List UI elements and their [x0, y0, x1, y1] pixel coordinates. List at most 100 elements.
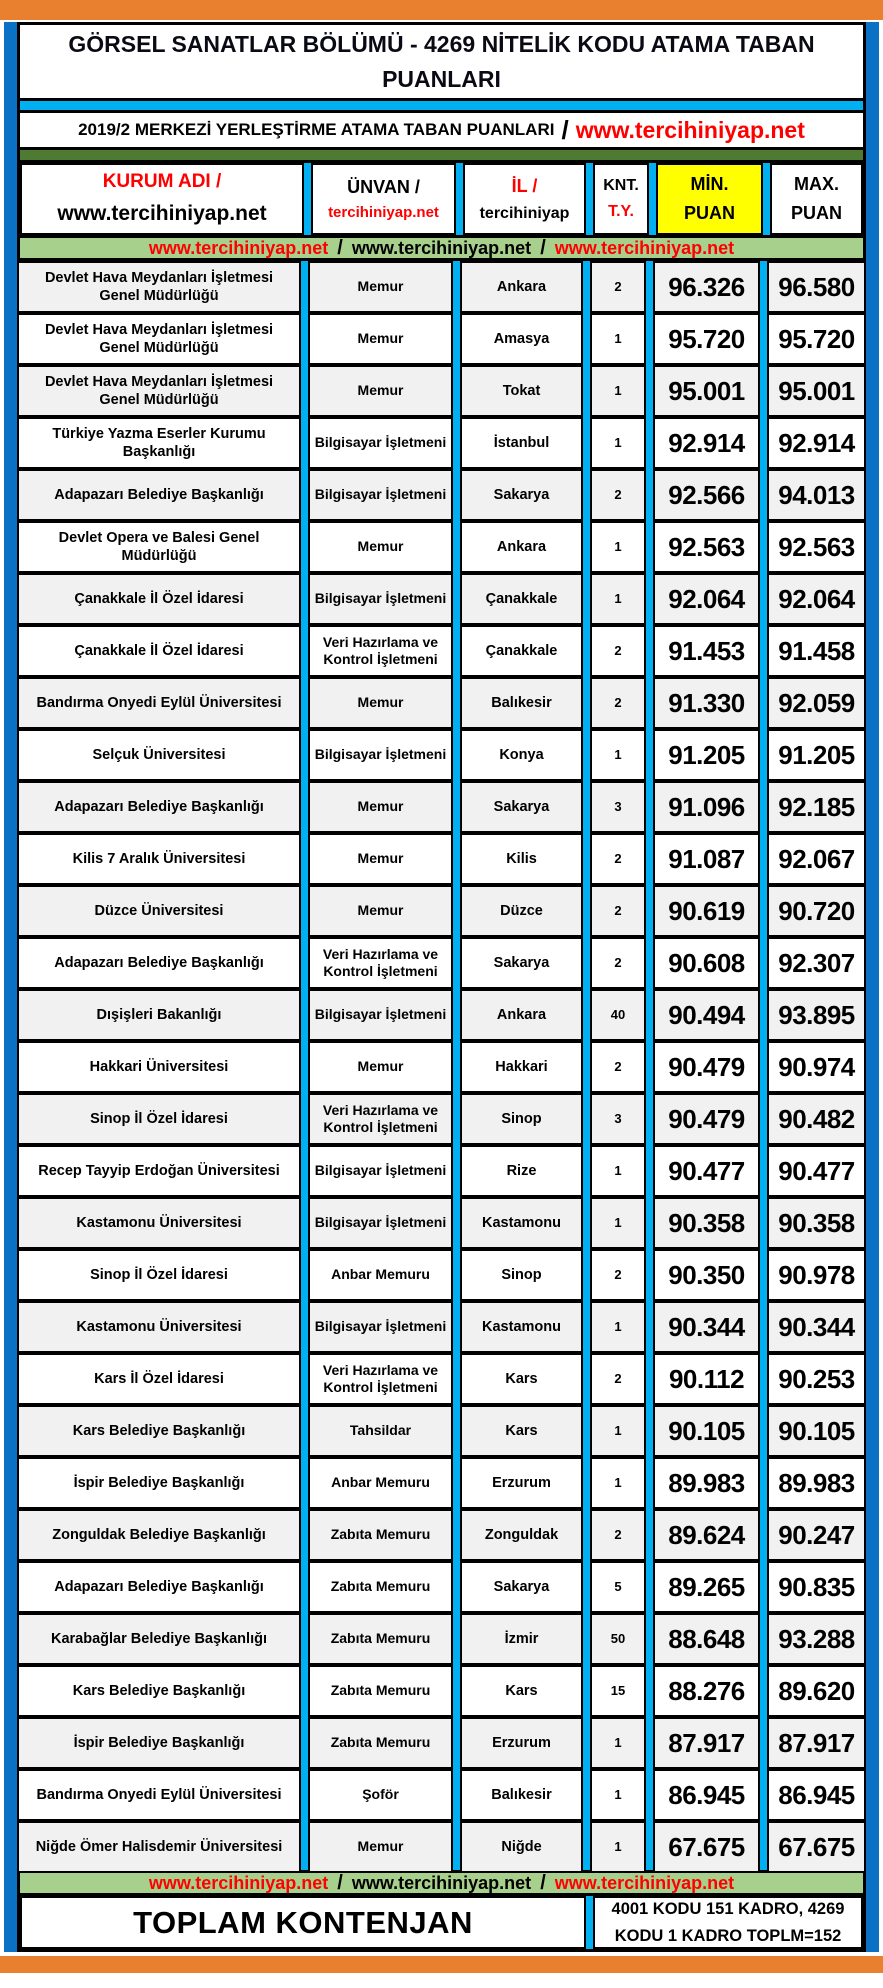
- cell-max-puan: 90.720: [767, 885, 866, 937]
- table-row: Selçuk Üniversitesi Bilgisayar İşletmeni…: [17, 729, 866, 781]
- cell-knt-ty: 1: [590, 729, 646, 781]
- cell-min-puan: 92.064: [653, 573, 760, 625]
- table-row: Devlet Hava Meydanları İşletmesi Genel M…: [17, 261, 866, 313]
- cell-min-puan: 90.350: [653, 1249, 760, 1301]
- cell-unvan: Tahsildar: [308, 1405, 453, 1457]
- cell-kurum-adi: Kars Belediye Başkanlığı: [17, 1405, 301, 1457]
- cell-il: Sakarya: [460, 781, 583, 833]
- cell-kurum-adi: Karabağlar Belediye Başkanlığı: [17, 1613, 301, 1665]
- cell-min-puan: 91.330: [653, 677, 760, 729]
- banner-url-1: www.tercihiniyap.net: [148, 237, 329, 258]
- cell-min-puan: 91.087: [653, 833, 760, 885]
- cell-unvan: Bilgisayar İşletmeni: [308, 1301, 453, 1353]
- cell-knt-ty: 1: [590, 1769, 646, 1821]
- cell-kurum-adi: Sinop İl Özel İdaresi: [17, 1093, 301, 1145]
- cell-unvan: Zabıta Memuru: [308, 1509, 453, 1561]
- cell-kurum-adi: Bandırma Onyedi Eylül Üniversitesi: [17, 1769, 301, 1821]
- header-kurum-line2: www.tercihiniyap.net: [57, 202, 267, 226]
- header-max-puan: MAX. PUAN: [770, 163, 863, 235]
- cell-min-puan: 89.983: [653, 1457, 760, 1509]
- table-row: Çanakkale İl Özel İdaresi Veri Hazırlama…: [17, 625, 866, 677]
- cell-kurum-adi: Devlet Hava Meydanları İşletmesi Genel M…: [17, 313, 301, 365]
- header-knt-ty: KNT. T.Y.: [593, 163, 649, 235]
- header-knt-line2: T.Y.: [608, 203, 634, 220]
- top-orange-bar: [0, 0, 883, 20]
- cell-knt-ty: 1: [590, 365, 646, 417]
- header-knt-line1: KNT.: [603, 177, 639, 195]
- total-label: TOPLAM KONTENJAN: [20, 1896, 586, 1949]
- cell-max-puan: 93.895: [767, 989, 866, 1041]
- table-row: Adapazarı Belediye Başkanlığı Memur Saka…: [17, 781, 866, 833]
- table-row: Devlet Hava Meydanları İşletmesi Genel M…: [17, 365, 866, 417]
- cell-knt-ty: 2: [590, 1041, 646, 1093]
- cell-il: Kars: [460, 1353, 583, 1405]
- table-row: Kars İl Özel İdaresi Veri Hazırlama ve K…: [17, 1353, 866, 1405]
- table-row: Niğde Ömer Halisdemir Üniversitesi Memur…: [17, 1821, 866, 1873]
- cell-min-puan: 90.479: [653, 1093, 760, 1145]
- cell-max-puan: 90.344: [767, 1301, 866, 1353]
- cell-knt-ty: 40: [590, 989, 646, 1041]
- cell-knt-ty: 1: [590, 1405, 646, 1457]
- header-max-line2: PUAN: [790, 203, 842, 223]
- cell-max-puan: 92.185: [767, 781, 866, 833]
- cell-kurum-adi: Adapazarı Belediye Başkanlığı: [17, 1561, 301, 1613]
- banner-separator: /: [540, 236, 546, 259]
- cell-il: Ankara: [460, 261, 583, 313]
- total-row: TOPLAM KONTENJAN 4001 KODU 151 KADRO, 42…: [17, 1893, 866, 1952]
- cell-max-puan: 90.247: [767, 1509, 866, 1561]
- cell-kurum-adi: Recep Tayyip Erdoğan Üniversitesi: [17, 1145, 301, 1197]
- total-value: 4001 KODU 151 KADRO, 4269 KODU 1 KADRO T…: [593, 1896, 863, 1949]
- cell-min-puan: 90.477: [653, 1145, 760, 1197]
- table-row: Sinop İl Özel İdaresi Anbar Memuru Sinop…: [17, 1249, 866, 1301]
- cell-min-puan: 89.265: [653, 1561, 760, 1613]
- cell-unvan: Anbar Memuru: [308, 1457, 453, 1509]
- cell-unvan: Bilgisayar İşletmeni: [308, 1197, 453, 1249]
- cell-il: Kastamonu: [460, 1301, 583, 1353]
- cell-kurum-adi: Devlet Hava Meydanları İşletmesi Genel M…: [17, 261, 301, 313]
- table-row: Dışişleri Bakanlığı Bilgisayar İşletmeni…: [17, 989, 866, 1041]
- cell-kurum-adi: Türkiye Yazma Eserler Kurumu Başkanlığı: [17, 417, 301, 469]
- cell-max-puan: 95.720: [767, 313, 866, 365]
- cell-min-puan: 92.914: [653, 417, 760, 469]
- cell-unvan: Memur: [308, 833, 453, 885]
- cell-min-puan: 95.001: [653, 365, 760, 417]
- cell-max-puan: 93.288: [767, 1613, 866, 1665]
- cell-min-puan: 92.563: [653, 521, 760, 573]
- cell-il: Tokat: [460, 365, 583, 417]
- cell-il: Sakarya: [460, 937, 583, 989]
- cell-kurum-adi: Kastamonu Üniversitesi: [17, 1301, 301, 1353]
- cell-kurum-adi: Kars İl Özel İdaresi: [17, 1353, 301, 1405]
- table-row: Hakkari Üniversitesi Memur Hakkari 2 90.…: [17, 1041, 866, 1093]
- cell-unvan: Veri Hazırlama ve Kontrol İşletmeni: [308, 1093, 453, 1145]
- cell-knt-ty: 2: [590, 1353, 646, 1405]
- cell-il: İstanbul: [460, 417, 583, 469]
- table-row: İspir Belediye Başkanlığı Zabıta Memuru …: [17, 1717, 866, 1769]
- cell-kurum-adi: Kars Belediye Başkanlığı: [17, 1665, 301, 1717]
- cell-max-puan: 67.675: [767, 1821, 866, 1873]
- cell-min-puan: 90.112: [653, 1353, 760, 1405]
- cell-max-puan: 95.001: [767, 365, 866, 417]
- cell-unvan: Memur: [308, 521, 453, 573]
- table-row: Recep Tayyip Erdoğan Üniversitesi Bilgis…: [17, 1145, 866, 1197]
- table-header: KURUM ADI / www.tercihiniyap.net ÜNVAN /…: [17, 160, 866, 238]
- cell-knt-ty: 1: [590, 1301, 646, 1353]
- cell-min-puan: 90.619: [653, 885, 760, 937]
- table-row: Kastamonu Üniversitesi Bilgisayar İşletm…: [17, 1301, 866, 1353]
- cell-kurum-adi: Çanakkale İl Özel İdaresi: [17, 573, 301, 625]
- cell-min-puan: 87.917: [653, 1717, 760, 1769]
- banner-url-3: www.tercihiniyap.net: [554, 237, 735, 258]
- cell-max-puan: 90.835: [767, 1561, 866, 1613]
- cell-il: Ankara: [460, 521, 583, 573]
- table-row: İspir Belediye Başkanlığı Anbar Memuru E…: [17, 1457, 866, 1509]
- cell-knt-ty: 2: [590, 1509, 646, 1561]
- header-kurum-line1: KURUM ADI /: [102, 171, 222, 192]
- cell-unvan: Veri Hazırlama ve Kontrol İşletmeni: [308, 625, 453, 677]
- table-row: Çanakkale İl Özel İdaresi Bilgisayar İşl…: [17, 573, 866, 625]
- cell-min-puan: 91.205: [653, 729, 760, 781]
- cell-il: İzmir: [460, 1613, 583, 1665]
- page-title: GÖRSEL SANATLAR BÖLÜMÜ - 4269 NİTELİK KO…: [17, 22, 866, 101]
- cell-il: Niğde: [460, 1821, 583, 1873]
- cell-min-puan: 90.608: [653, 937, 760, 989]
- table-row: Adapazarı Belediye Başkanlığı Bilgisayar…: [17, 469, 866, 521]
- bottom-orange-bar: [0, 1956, 883, 1973]
